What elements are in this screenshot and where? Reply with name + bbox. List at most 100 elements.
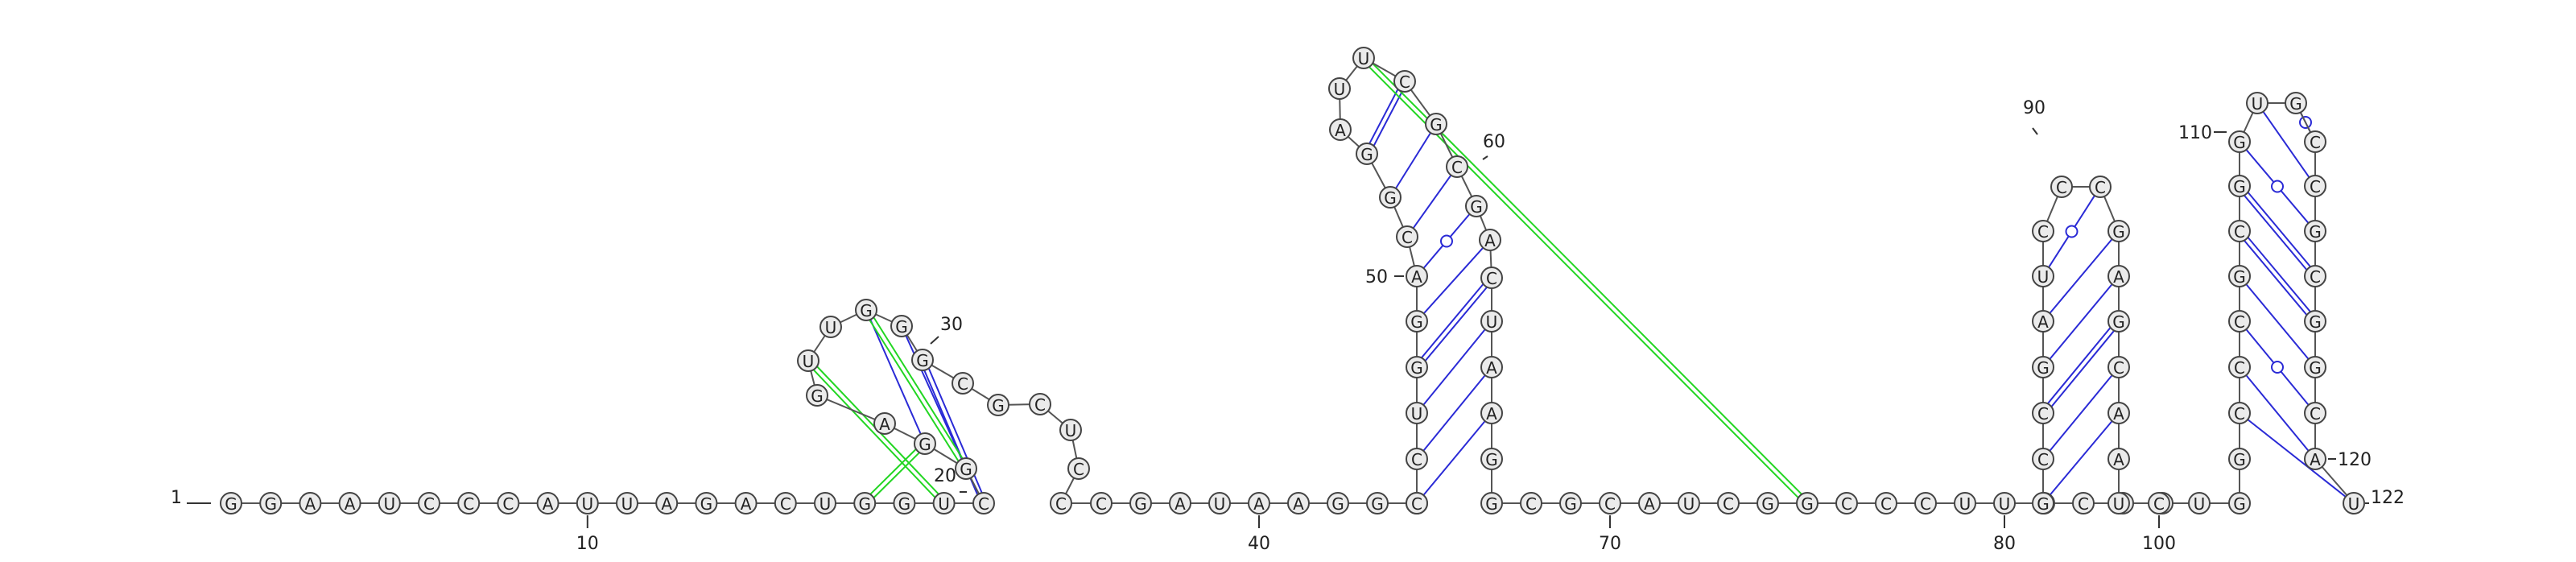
nucleotide-letter: U [1486, 312, 1498, 332]
nucleotide: C [2108, 357, 2129, 378]
nucleotide-letter: G [264, 494, 277, 514]
nucleotide: U [815, 493, 836, 514]
nucleotide: G [260, 493, 281, 514]
nucleotide-letter: C [2037, 222, 2049, 242]
nucleotide: G [1560, 493, 1581, 514]
nucleotide-letter: U [383, 494, 395, 514]
nucleotide-letter: A [345, 494, 356, 514]
wobble-pair-marker [2272, 181, 2283, 192]
nucleotide: C [1394, 71, 1415, 92]
nucleotide-letter: U [938, 494, 950, 514]
nucleotide: G [221, 493, 242, 514]
nucleotide-letter: C [2037, 450, 2049, 469]
nucleotide-letter: A [1484, 231, 1496, 250]
nucleotide-letter: U [2037, 267, 2050, 287]
nucleotide-letter: C [1411, 494, 1422, 514]
nucleotide: A [2033, 311, 2054, 332]
nucleotide: A [1249, 493, 1269, 514]
numbering-label: 40 [1248, 534, 1270, 554]
nucleotide: C [2033, 221, 2054, 242]
nucleotide-letter: G [1470, 197, 1483, 217]
nucleotide: U [379, 493, 400, 514]
nucleotide: U [2343, 493, 2364, 514]
nucleotide-letter: C [2310, 133, 2321, 152]
wobble-pair-marker [1441, 236, 1452, 247]
nucleotide: C [2033, 403, 2054, 424]
nucleotide-letter: G [1485, 494, 1498, 514]
start-number-label: 1 [171, 488, 182, 508]
nucleotide-letter: U [1959, 494, 1971, 514]
nucleotide-letter: U [2348, 494, 2360, 514]
nucleotide: C [2305, 131, 2326, 152]
nucleotide: G [2108, 221, 2129, 242]
nucleotide-letter: C [1723, 494, 1734, 514]
nucleotide-letter: G [898, 494, 911, 514]
nucleotide-letter: G [2289, 94, 2302, 114]
canonical-base-pair [1396, 133, 1430, 188]
nucleotide: C [2229, 221, 2250, 242]
nucleotide: U [1406, 403, 1427, 424]
nucleotide: C [1521, 493, 1542, 514]
nucleotide-letter: G [895, 317, 908, 337]
nucleotide-letter: U [2194, 494, 2206, 514]
nucleotide: U [617, 493, 638, 514]
nucleotide-letter: C [1880, 494, 1892, 514]
nucleotide: C [419, 493, 440, 514]
nucleotide: G [854, 493, 875, 514]
canonical-base-pair [1422, 284, 1483, 357]
nucleotide-letter: G [700, 494, 713, 514]
canonical-base-pair [1374, 92, 1402, 146]
numbering-label-layer: 1 122 10 20 30 40 50 60 70 80 90 100 110 120 [171, 98, 2405, 554]
nucleotide-letter: G [960, 460, 972, 479]
numbering-label: 60 [1483, 132, 1505, 152]
nucleotide: G [891, 316, 912, 337]
nucleotide: U [2108, 493, 2129, 514]
nucleotide-letter: C [957, 374, 968, 394]
nucleotide-letter: A [661, 494, 672, 514]
nucleotide: G [2033, 357, 2054, 378]
nucleotide-letter: C [2234, 358, 2245, 378]
nucleotide-letter: A [1293, 494, 1304, 514]
nucleotide: U [2033, 266, 2054, 287]
nucleotide-letter: A [1411, 267, 1422, 287]
nucleotide: A [340, 493, 361, 514]
nucleotide: C [2073, 493, 2094, 514]
canonical-base-pair [2246, 375, 2308, 451]
nucleotide-letter: C [2095, 178, 2106, 197]
nucleotide: C [952, 373, 973, 394]
nucleotide-letter: U [1334, 80, 1346, 99]
nucleotide: C [973, 493, 994, 514]
nucleotide-letter: C [2234, 404, 2245, 424]
nucleotide: U [2189, 493, 2210, 514]
nucleotide-letter: G [916, 351, 929, 370]
nucleotide-letter: U [1358, 49, 1370, 68]
nucleotide: G [2108, 311, 2129, 332]
numbering-tick [1483, 156, 1488, 159]
nucleotide: G [696, 493, 716, 514]
nucleotide: C [1091, 493, 1112, 514]
nucleotide-letter: G [1384, 188, 1397, 208]
nucleotide: A [1481, 357, 1502, 378]
nucleotide: C [1600, 493, 1620, 514]
nucleotide: G [2229, 448, 2250, 469]
nucleotide-letter: G [2309, 312, 2322, 332]
nucleotide: G [914, 433, 935, 454]
nucleotide: U [2247, 93, 2268, 114]
nucleotide-letter: G [2037, 494, 2050, 514]
nucleotide: G [2229, 131, 2250, 152]
nucleotide: C [2305, 403, 2326, 424]
nucleotide: U [1678, 493, 1699, 514]
nucleotide-letter: C [1486, 269, 1497, 288]
nucleotide: C [2305, 176, 2326, 196]
nucleotide: A [299, 493, 320, 514]
nucleotide-letter: G [2309, 222, 2322, 242]
nucleotide-letter: U [1411, 404, 1423, 424]
nucleotide: G [1797, 493, 1818, 514]
pseudoknot-base-pair [814, 370, 935, 497]
nucleotide: U [820, 316, 841, 337]
nucleotide-letter: G [1430, 115, 1443, 134]
numbering-label: 30 [940, 315, 963, 335]
nucleotide: U [1955, 493, 1975, 514]
nucleotide-letter: U [2113, 494, 2125, 514]
canonical-base-pair [2248, 238, 2310, 312]
